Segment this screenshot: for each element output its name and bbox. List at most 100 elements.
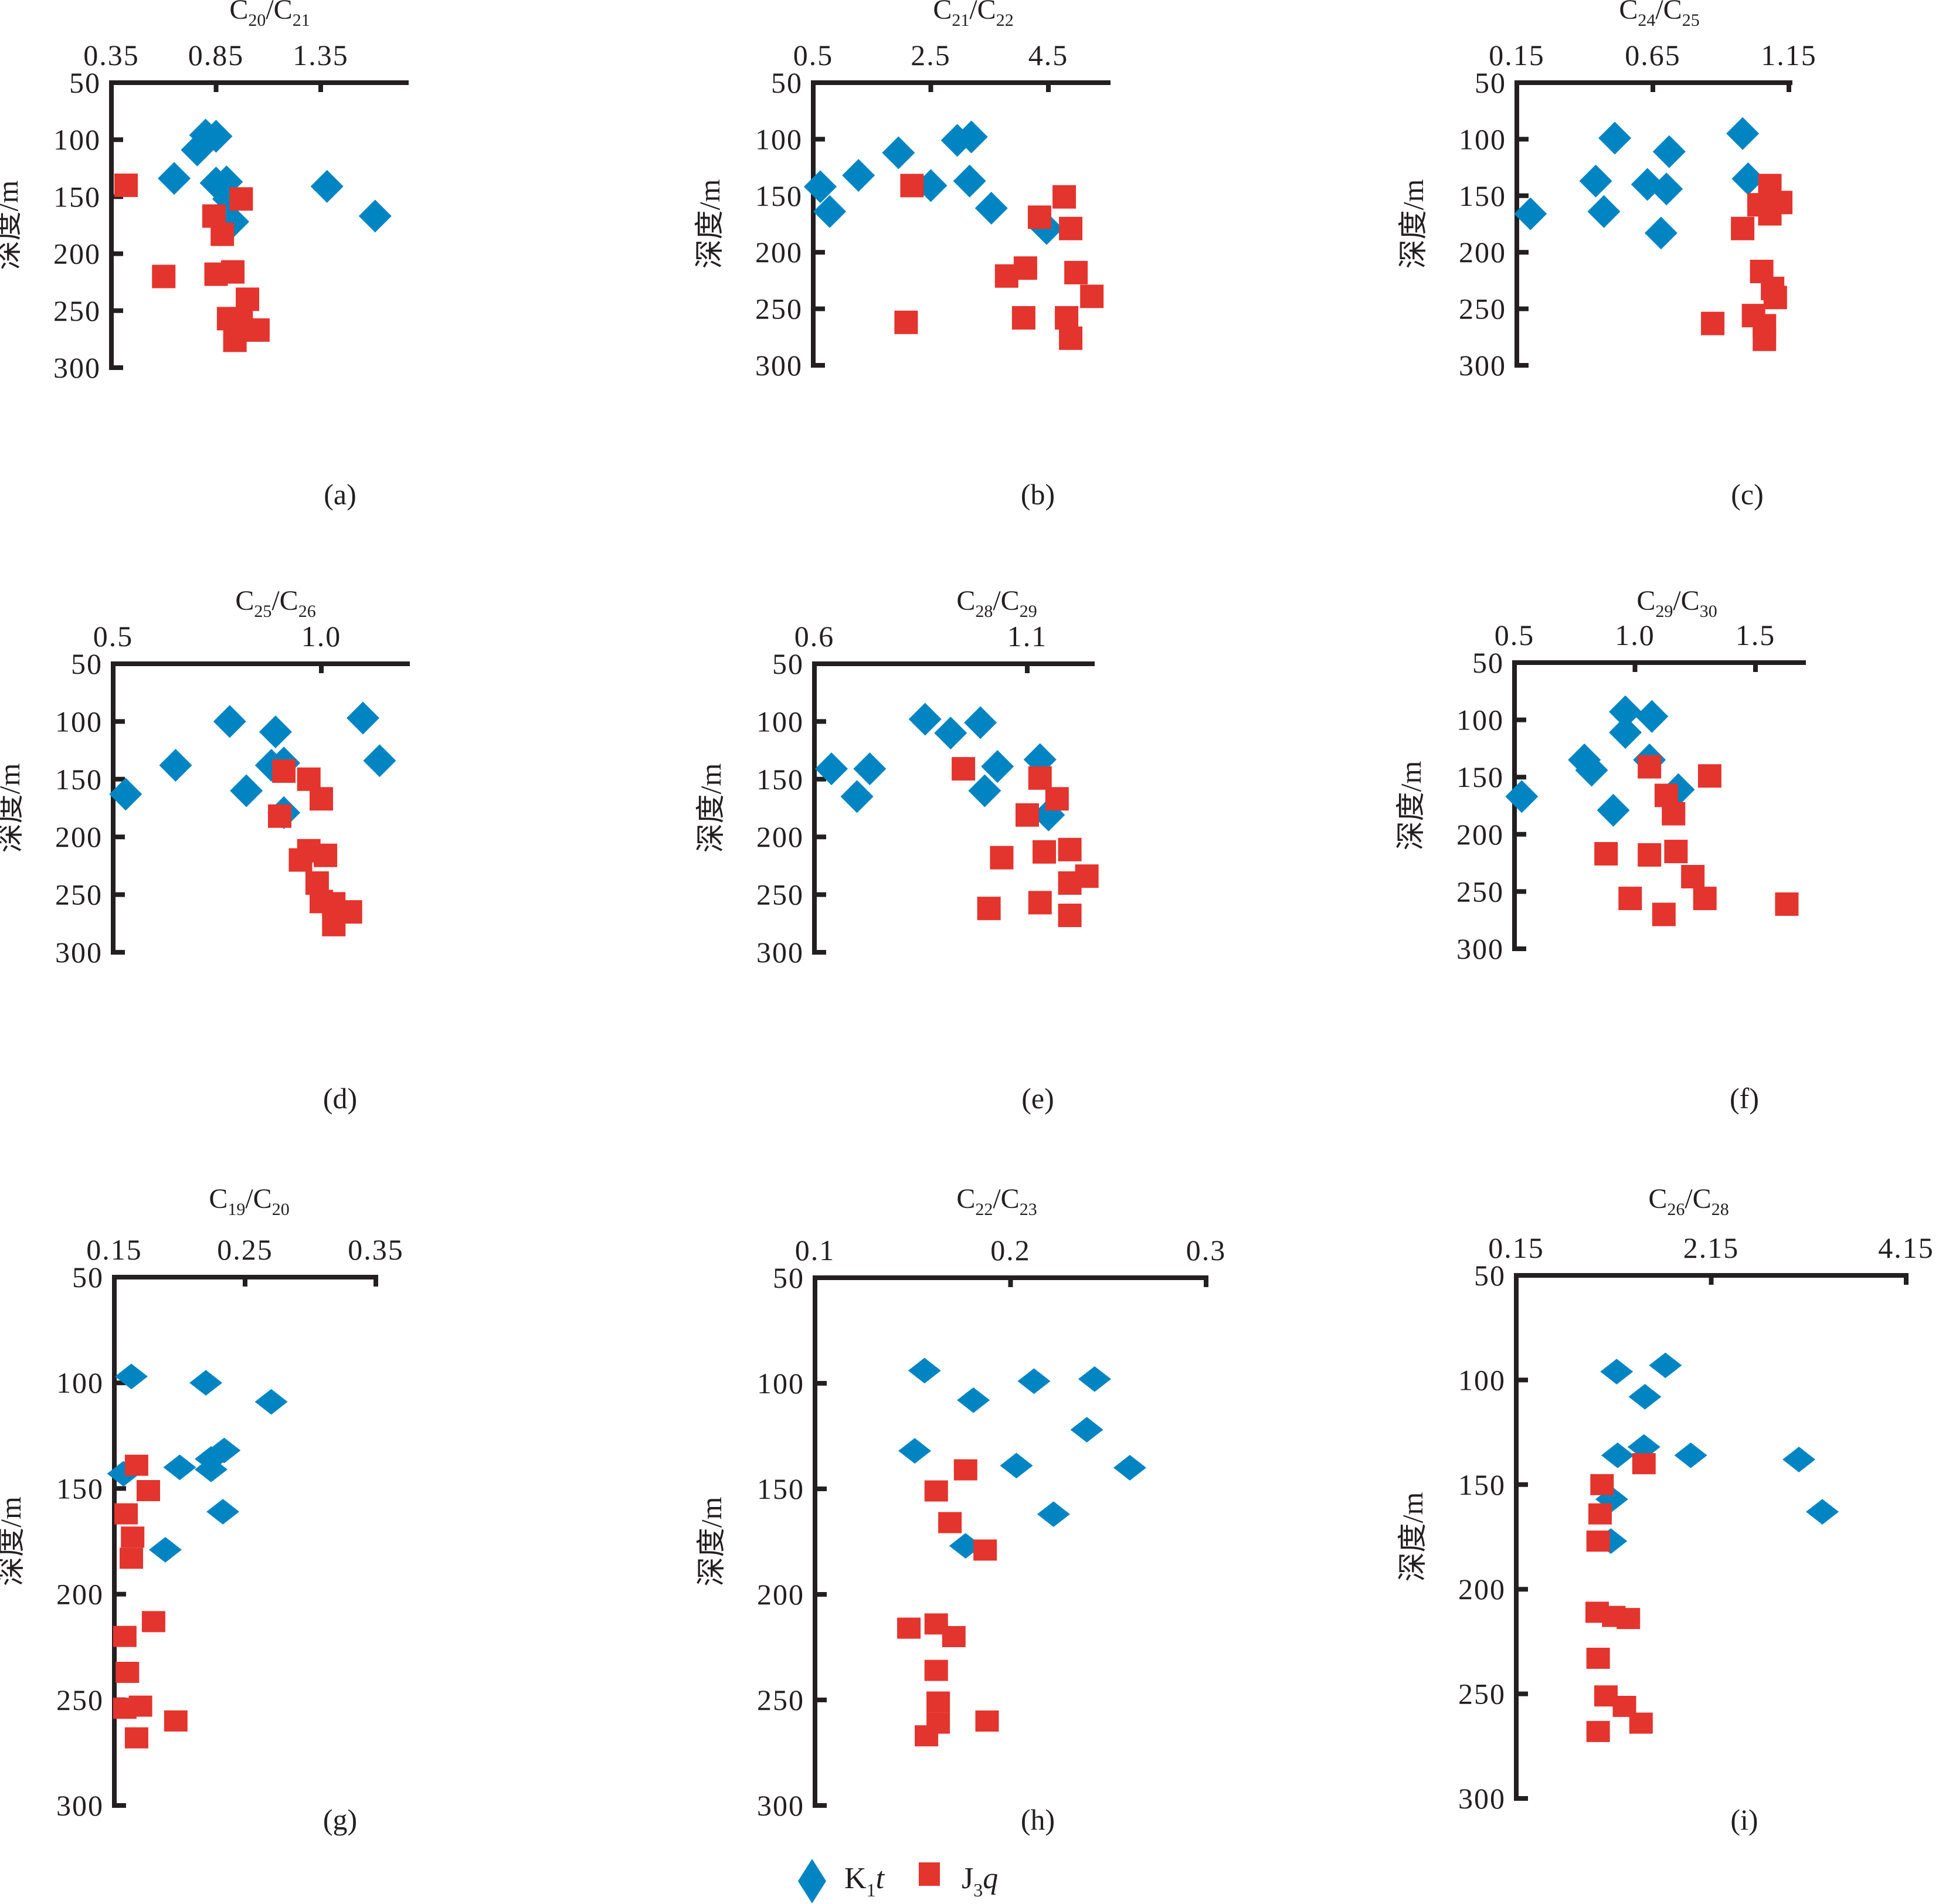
y-tick-label-g: 300 <box>56 1789 104 1822</box>
k1t-point <box>934 717 967 750</box>
y-axis-label-a: 深度/m <box>0 181 24 270</box>
y-tick-label-e: 150 <box>756 763 804 796</box>
axes-b <box>811 80 1111 368</box>
panel-label-i: (i) <box>1730 1803 1758 1836</box>
j3q-point <box>1701 311 1725 335</box>
y-axis-label-g: 深度/m <box>0 1496 27 1586</box>
k1t-point <box>181 133 214 167</box>
series-j3q-f <box>1594 755 1799 926</box>
y-tick-label-b: 200 <box>755 236 803 269</box>
x-axis-title-b: C21/C22 <box>933 0 1013 30</box>
x-axis-title-h: C22/C23 <box>956 1183 1037 1219</box>
j3q-point <box>1681 865 1705 889</box>
k1t-point <box>842 159 875 192</box>
series-k1t-f <box>1505 695 1695 827</box>
axes-f <box>1512 660 1806 951</box>
y-tick-label-g: 150 <box>56 1472 104 1505</box>
j3q-point <box>1697 764 1721 788</box>
series-j3q-e <box>952 757 1099 928</box>
legend-label-k1t: K1t <box>844 1862 885 1900</box>
x-tick-label-c: 0.15 <box>1489 39 1545 72</box>
k1t-point <box>1587 195 1621 228</box>
x-tick-label-h: 0.2 <box>990 1234 1031 1267</box>
y-tick-label-e: 200 <box>756 820 804 853</box>
j3q-point <box>114 1503 138 1525</box>
x-axis-title-f: C29/C30 <box>1636 585 1717 621</box>
j3q-point <box>1775 892 1799 916</box>
j3q-point <box>915 1725 939 1747</box>
j3q-point <box>973 1539 997 1561</box>
k1t-point <box>1782 1447 1816 1472</box>
x-tick-label-i: 4.15 <box>1878 1231 1934 1264</box>
y-tick-label-c: 50 <box>1475 66 1506 99</box>
y-tick-label-g: 50 <box>72 1261 104 1294</box>
j3q-point <box>952 757 976 781</box>
k1t-point <box>109 778 142 811</box>
j3q-point <box>223 328 247 352</box>
j3q-point <box>141 1611 165 1633</box>
x-tick-label-i: 0.15 <box>1488 1231 1544 1264</box>
panel-label-b: (b) <box>1021 478 1055 511</box>
x-axis-title-a: C20/C21 <box>229 0 310 30</box>
j3q-point <box>124 1727 148 1749</box>
k1t-point <box>114 1363 148 1390</box>
y-tick-label-c: 200 <box>1459 236 1506 269</box>
j3q-point <box>1662 802 1686 826</box>
k1t-point <box>199 120 233 153</box>
panel-label-c: (c) <box>1731 478 1764 511</box>
x-tick-label-e: 1.1 <box>1007 620 1048 653</box>
j3q-point <box>924 1480 948 1502</box>
j3q-point <box>1033 840 1057 864</box>
k1t-point <box>840 780 874 813</box>
k1t-point <box>1601 1443 1634 1468</box>
series-k1t-g <box>107 1363 288 1563</box>
k1t-point <box>189 1370 223 1396</box>
j3q-point <box>114 173 138 197</box>
j3q-point <box>1632 1453 1656 1475</box>
j3q-point <box>1058 904 1082 928</box>
j3q-point <box>938 1512 962 1533</box>
k1t-point <box>1505 780 1539 813</box>
y-tick-label-e: 300 <box>756 936 804 969</box>
k1t-legend-marker <box>798 1859 826 1903</box>
y-tick-label-i: 200 <box>1458 1573 1506 1606</box>
k1t-point <box>898 1438 932 1464</box>
j3q-point <box>977 897 1001 921</box>
j3q-point <box>942 1626 966 1647</box>
y-tick-label-d: 100 <box>55 705 103 738</box>
k1t-point <box>1731 162 1765 195</box>
panel-label-a: (a) <box>324 478 356 511</box>
panel-g: 0.15 0.25 0.35 50 100 150 200 250 300 C19/C20 深度/m… <box>0 1183 404 1836</box>
k1t-point <box>310 169 344 203</box>
k1t-point <box>1609 716 1642 749</box>
j3q-point <box>1617 1608 1641 1630</box>
y-tick-label-i: 150 <box>1458 1468 1506 1501</box>
j3q-point <box>314 843 338 867</box>
panel-a: 0.35 0.85 1.35 50 100 150 200 250 300 C20/C21 深度/m… <box>0 0 409 511</box>
k1t-point <box>163 1454 196 1481</box>
j3q-point <box>1664 840 1688 864</box>
k1t-point <box>1635 700 1669 733</box>
legend: K1t J3q <box>798 1859 998 1903</box>
y-tick-label-c: 250 <box>1459 293 1506 325</box>
j3q-point <box>1586 1530 1610 1552</box>
x-tick-label-i: 2.15 <box>1683 1231 1740 1264</box>
j3q-point <box>1028 891 1052 915</box>
j3q-point <box>1058 837 1082 861</box>
k1t-point <box>1113 1455 1146 1481</box>
k1t-point <box>107 1461 140 1487</box>
y-tick-label-i: 250 <box>1458 1678 1506 1710</box>
series-k1t-i <box>1594 1352 1839 1554</box>
k1t-point <box>230 774 263 807</box>
panel-label-h: (h) <box>1021 1803 1055 1836</box>
j3q-point <box>1618 887 1642 911</box>
j3q-point <box>268 804 291 828</box>
x-tick-label-g: 0.35 <box>348 1233 404 1266</box>
y-tick-label-g: 100 <box>56 1366 104 1399</box>
series-k1t-c <box>1514 117 1765 250</box>
x-tick-label-h: 0.3 <box>1186 1234 1227 1267</box>
j3q-point <box>1629 1712 1653 1734</box>
j3q-point <box>994 264 1018 288</box>
k1t-point <box>882 136 915 169</box>
j3q-point <box>288 848 313 872</box>
